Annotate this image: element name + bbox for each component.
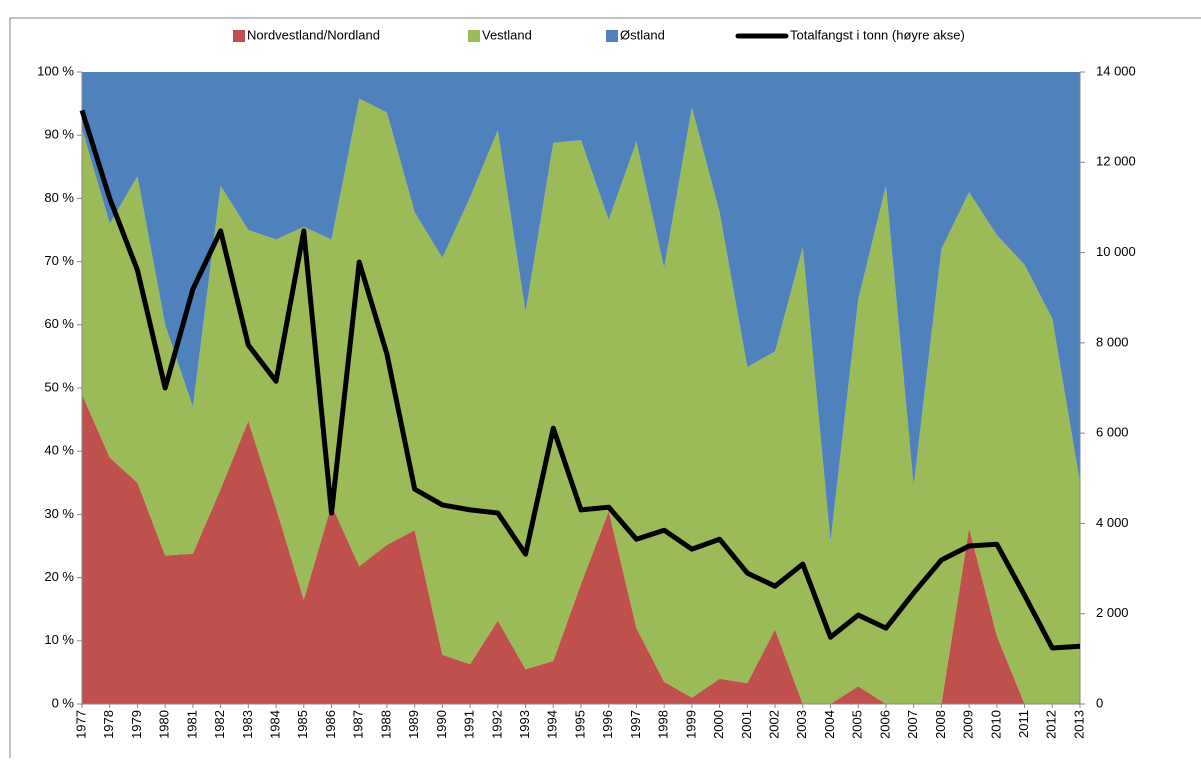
x-tick-label: 1995 [572,710,587,739]
legend-swatch [606,30,618,42]
legend-label: Nordvestland/Nordland [247,27,380,42]
x-tick-label: 1982 [212,710,227,739]
x-tick-label: 2012 [1044,710,1059,739]
y-tick-label: 20 % [44,569,74,584]
x-tick-label: 2006 [877,710,892,739]
x-tick-label: 2005 [850,710,865,739]
x-tick-label: 2002 [766,710,781,739]
y-tick-label: 10 % [44,632,74,647]
y2-tick-label: 2 000 [1096,605,1129,620]
x-tick-label: 2009 [961,710,976,739]
x-tick-label: 1994 [545,710,560,739]
x-tick-label: 2013 [1071,710,1086,739]
x-tick-label: 2001 [739,710,754,739]
y-tick-label: 90 % [44,127,74,142]
legend-swatch [468,30,480,42]
x-tick-label: 2011 [1016,710,1031,738]
x-tick-label: 1992 [489,710,504,739]
x-tick-label: 1986 [323,710,338,739]
y-tick-label: 70 % [44,253,74,268]
x-tick-label: 1988 [378,710,393,739]
x-tick-label: 1987 [351,710,366,739]
y2-tick-label: 4 000 [1096,515,1129,530]
line [79,109,1081,651]
x-tick-label: 1996 [600,710,615,739]
y-tick-label: 40 % [44,443,74,458]
x-tick-label: 2007 [905,710,920,739]
x-tick-label: 1981 [184,710,199,739]
x-tick-label: 1983 [240,710,255,739]
x-tick-label: 1979 [129,710,144,739]
area [82,394,1080,704]
y2-tick-label: 10 000 [1096,244,1136,259]
legend-label: Østland [620,27,665,42]
x-tick-label: 1977 [73,710,88,739]
x-tick-label: 2000 [711,710,726,739]
y-tick-label: 100 % [37,63,74,78]
x-tick-label: 1993 [517,710,532,739]
x-tick-label: 2003 [794,710,809,739]
x-tick-label: 1984 [267,710,282,739]
area [82,98,1080,704]
y2-tick-label: 0 [1096,695,1103,710]
x-tick-label: 1999 [683,710,698,739]
y-tick-label: 50 % [44,379,74,394]
x-tick-label: 1997 [628,710,643,739]
x-tick-label: 2004 [822,710,837,739]
y2-tick-label: 6 000 [1096,425,1129,440]
x-tick-label: 1991 [462,710,477,739]
x-tick-label: 1978 [101,710,116,739]
y-tick-label: 30 % [44,506,74,521]
y2-tick-label: 8 000 [1096,334,1129,349]
x-tick-label: 1989 [406,710,421,739]
x-tick-label: 1990 [434,710,449,739]
y2-tick-label: 12 000 [1096,154,1136,169]
y-tick-label: 80 % [44,190,74,205]
y2-tick-label: 14 000 [1096,63,1136,78]
x-tick-label: 1998 [656,710,671,739]
x-tick-label: 1985 [295,710,310,739]
x-tick-label: 1980 [157,710,172,739]
x-tick-label: 2010 [988,710,1003,739]
legend-swatch [233,30,245,42]
legend-label: Totalfangst i tonn (høyre akse) [790,27,965,42]
x-tick-label: 2008 [933,710,948,739]
area [82,72,1080,542]
y-tick-label: 60 % [44,316,74,331]
legend-label: Vestland [482,27,532,42]
y-tick-label: 0 % [52,695,75,710]
